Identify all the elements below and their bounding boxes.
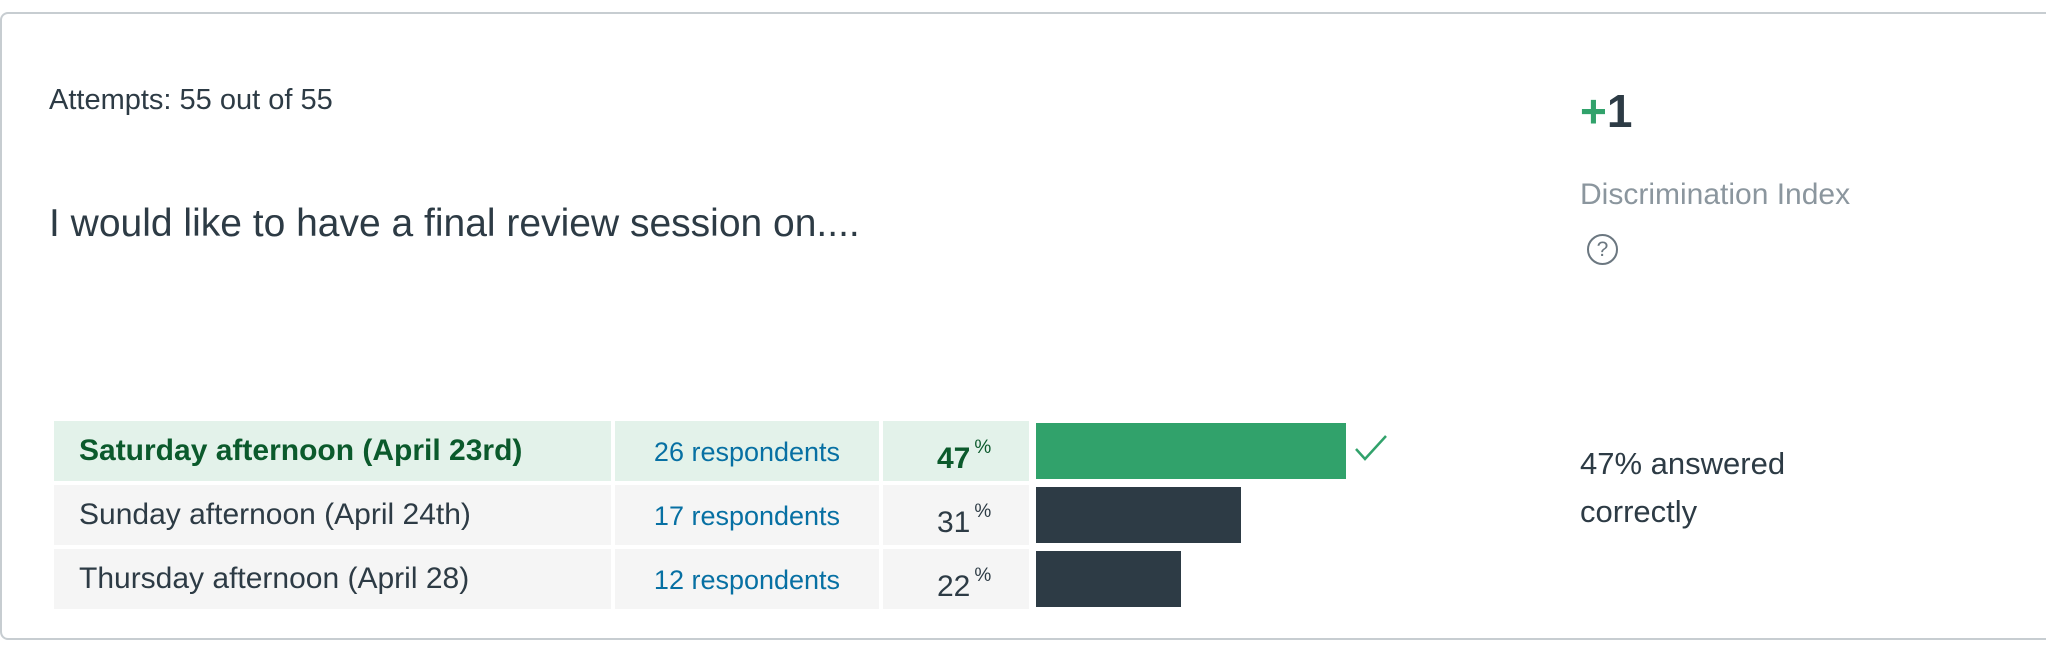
attempts-count: Attempts: 55 out of 55 <box>49 84 333 116</box>
answer-text: Thursday afternoon (April 28) <box>54 549 611 609</box>
answer-text: Saturday afternoon (April 23rd) <box>54 421 611 481</box>
answer-percent: 47% <box>883 421 1029 481</box>
checkmark-icon <box>1355 435 1387 461</box>
respondents-link[interactable]: 17 respondents <box>615 485 879 545</box>
percent-value: 22 <box>937 570 971 603</box>
answer-percent: 22% <box>883 549 1029 609</box>
answer-bar <box>1036 551 1181 607</box>
answer-bar-track <box>1036 487 1356 543</box>
respondents-link[interactable]: 26 respondents <box>615 421 879 481</box>
question-statistics-card: Attempts: 55 out of 55 I would like to h… <box>0 12 2046 640</box>
percent-value: 47 <box>937 442 971 475</box>
answer-percent: 31% <box>883 485 1029 545</box>
answer-bar-track <box>1036 551 1356 607</box>
answer-bar-track <box>1036 423 1356 479</box>
discrimination-index-value: +1 <box>1580 84 1632 138</box>
percent-symbol: % <box>974 501 992 522</box>
discrimination-sign: + <box>1580 85 1607 137</box>
answer-bar <box>1036 487 1241 543</box>
percent-symbol: % <box>974 565 992 586</box>
percent-symbol: % <box>974 437 992 458</box>
percent-value: 31 <box>937 506 971 539</box>
respondents-link[interactable]: 12 respondents <box>615 549 879 609</box>
discrimination-index-label: Discrimination Index <box>1580 178 1851 211</box>
discrimination-number: 1 <box>1606 85 1633 137</box>
question-circle-icon[interactable]: ? <box>1587 234 1618 265</box>
answer-text: Sunday afternoon (April 24th) <box>54 485 611 545</box>
answered-correctly-summary: 47% answered correctly <box>1580 446 1786 529</box>
question-text: I would like to have a final review sess… <box>49 202 860 245</box>
answer-bar <box>1036 423 1346 479</box>
